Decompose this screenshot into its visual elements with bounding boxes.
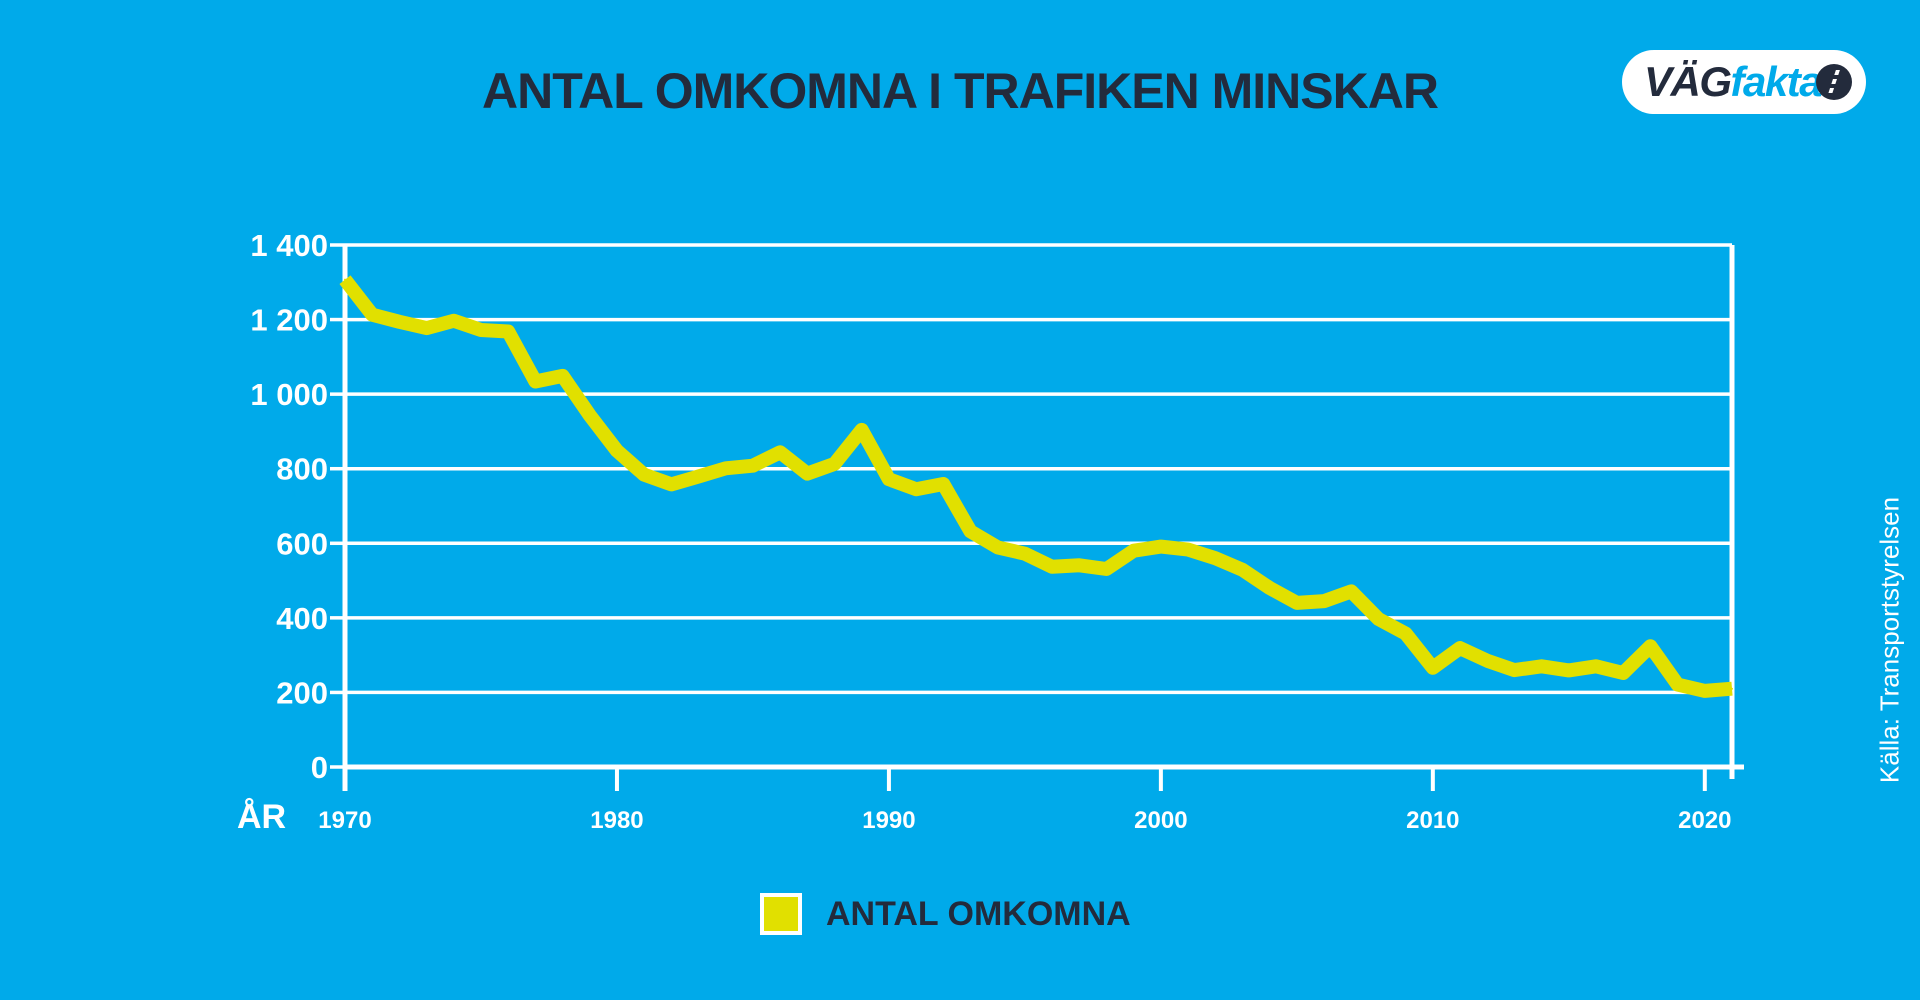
data-point-1989 <box>860 428 863 431</box>
chart-title: ANTAL OMKOMNA I TRAFIKEN MINSKAR <box>482 63 1439 119</box>
data-point-2019 <box>1676 683 1679 686</box>
data-point-2011 <box>1459 647 1462 650</box>
data-point-1982 <box>670 483 673 486</box>
data-point-1993 <box>969 530 972 533</box>
data-point-2000 <box>1159 545 1162 548</box>
logo-text-vag: VÄG <box>1644 58 1732 105</box>
data-point-1985 <box>751 464 754 467</box>
series-line-antal-omkomna <box>339 275 1733 698</box>
x-tick-label-2000: 2000 <box>1134 807 1187 834</box>
legend-label: ANTAL OMKOMNA <box>826 894 1131 933</box>
y-tick-label-800: 800 <box>276 452 328 487</box>
data-point-2012 <box>1486 659 1489 662</box>
data-points <box>344 278 1733 692</box>
data-point-1987 <box>806 472 809 475</box>
data-point-1979 <box>588 414 591 417</box>
data-point-1975 <box>479 329 482 332</box>
data-point-2006 <box>1323 600 1326 603</box>
data-point-2017 <box>1622 672 1625 675</box>
data-point-1972 <box>398 320 401 323</box>
y-tick-label-600: 600 <box>276 526 328 561</box>
source-note: Källa: Transportstyrelsen <box>1874 496 1905 784</box>
data-point-2018 <box>1649 645 1652 648</box>
logo-text-fakta: fakta <box>1730 58 1823 105</box>
data-point-1998 <box>1105 568 1108 571</box>
y-tick-label-1000: 1 000 <box>250 377 328 412</box>
data-point-1970 <box>344 278 346 281</box>
x-tick-label-2010: 2010 <box>1406 807 1459 834</box>
data-point-1996 <box>1051 565 1054 568</box>
data-point-1981 <box>643 473 646 476</box>
legend: ANTAL OMKOMNA <box>760 893 1131 935</box>
data-point-2010 <box>1431 666 1434 669</box>
data-point-1988 <box>833 462 836 465</box>
data-point-1983 <box>697 475 700 478</box>
x-axis-label: ÅR <box>237 798 286 836</box>
data-point-1977 <box>534 380 537 383</box>
y-tick-label-0: 0 <box>311 750 328 785</box>
data-point-2004 <box>1268 587 1271 590</box>
y-tick-labels: 0 200 400 600 800 1 000 1 200 1 400 <box>250 228 328 785</box>
data-point-1971 <box>371 313 374 316</box>
data-point-1995 <box>1023 552 1026 555</box>
data-point-1997 <box>1078 564 1081 567</box>
data-point-2008 <box>1377 617 1380 620</box>
data-point-1992 <box>942 483 945 486</box>
data-point-1980 <box>615 449 618 452</box>
data-point-2005 <box>1295 601 1298 604</box>
data-point-2013 <box>1513 669 1516 672</box>
x-tick-label-1990: 1990 <box>862 807 915 834</box>
axes <box>330 243 1744 791</box>
x-tick-label-1970: 1970 <box>318 807 371 834</box>
y-tick-label-1400: 1 400 <box>250 228 328 263</box>
data-point-2007 <box>1350 590 1353 593</box>
data-point-2016 <box>1595 665 1598 668</box>
data-point-2020 <box>1703 689 1706 692</box>
x-tick-label-2020: 2020 <box>1678 807 1731 834</box>
grid-lines <box>345 243 1732 695</box>
data-point-2014 <box>1540 665 1543 668</box>
data-point-1984 <box>724 467 727 470</box>
road-icon <box>1816 64 1852 100</box>
data-point-2002 <box>1214 557 1217 560</box>
y-tick-label-1200: 1 200 <box>250 303 328 338</box>
data-point-1986 <box>779 451 782 454</box>
data-point-2015 <box>1567 669 1570 672</box>
vagfakta-logo: VÄG fakta <box>1622 50 1866 114</box>
data-point-1999 <box>1132 549 1135 552</box>
y-tick-label-200: 200 <box>276 675 328 710</box>
data-point-1978 <box>561 374 564 377</box>
data-point-2009 <box>1404 632 1407 635</box>
y-tick-label-400: 400 <box>276 601 328 636</box>
x-tick-labels: 1970 1980 1990 2000 2010 2020 <box>318 807 1731 834</box>
data-point-1994 <box>996 546 999 549</box>
data-point-1990 <box>887 478 890 481</box>
data-point-1991 <box>915 488 918 491</box>
x-tick-label-1980: 1980 <box>590 807 643 834</box>
data-point-1976 <box>507 330 510 333</box>
data-point-1973 <box>425 327 428 330</box>
legend-swatch <box>760 893 802 935</box>
data-point-1974 <box>452 319 455 322</box>
data-point-2001 <box>1187 548 1190 551</box>
data-point-2021 <box>1731 687 1733 690</box>
data-point-2003 <box>1241 568 1244 571</box>
